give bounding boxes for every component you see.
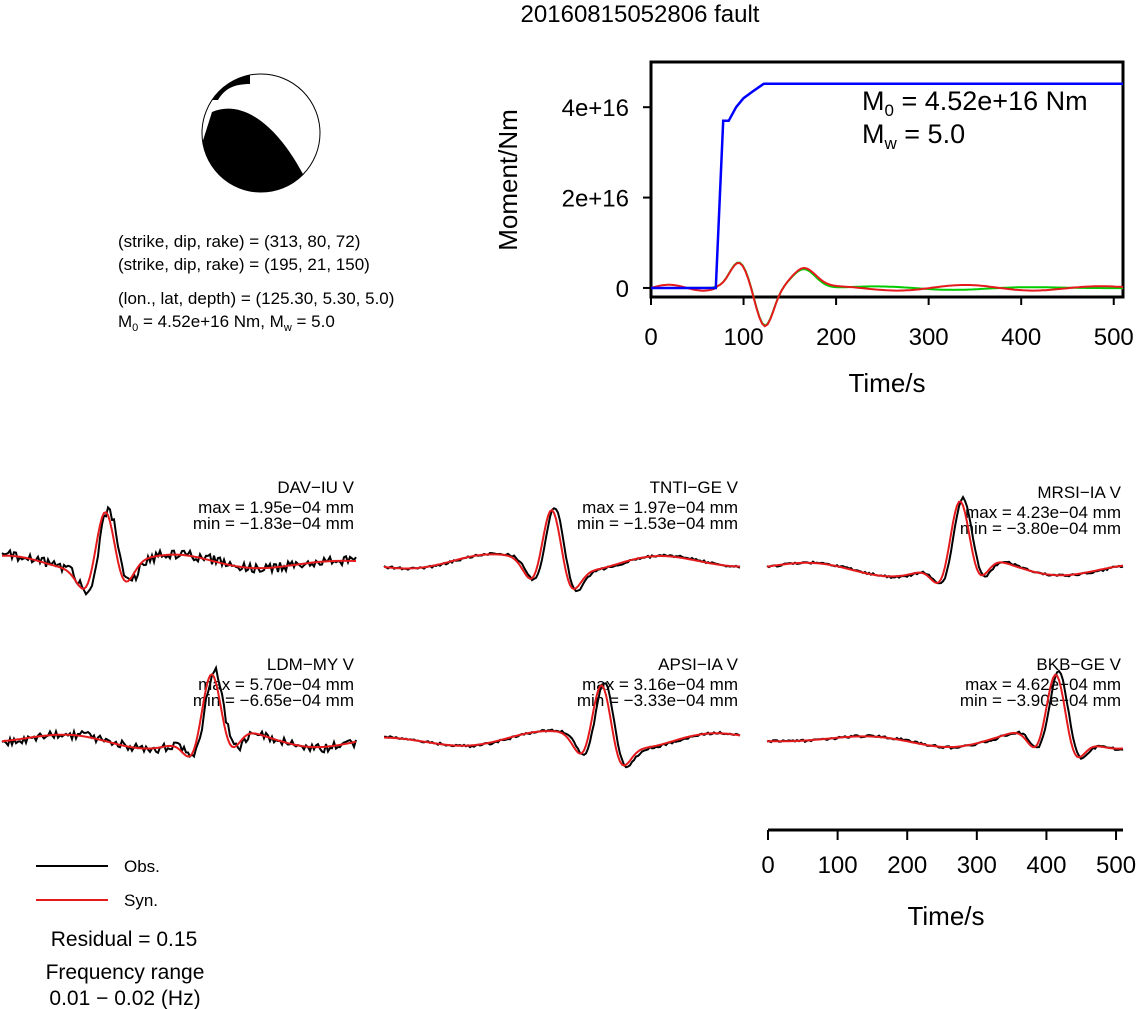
syn-wave (383, 508, 740, 591)
legend-syn-label: Syn. (124, 891, 158, 910)
bottom-xtick-label: 200 (887, 852, 927, 879)
syn-wave (1, 672, 357, 758)
stf-ytick-label: 0 (616, 276, 629, 303)
bottom-xtick-label: 500 (1096, 852, 1136, 879)
syn-wave (766, 500, 1124, 585)
legend-obs-label: Obs. (124, 857, 160, 876)
stf-m0-annotation: M0 = 4.52e+16 Nm (862, 86, 1088, 120)
station-min: min = −1.83e−04 mm (193, 514, 354, 533)
figure-title: 20160815052806 fault (521, 1, 760, 28)
frequency-range-title: Frequency range (46, 961, 205, 984)
station-max: max = 3.16e−04 mm (582, 675, 738, 694)
stf-xtick-label: 500 (1094, 324, 1134, 351)
bottom-xtick-label: 100 (818, 852, 858, 879)
station-max: max = 5.70e−04 mm (198, 675, 354, 694)
stf-ytick-label: 2e+16 (562, 186, 629, 213)
station-label: MRSI−IA V (1037, 483, 1121, 502)
station-label: DAV−IU V (277, 478, 354, 497)
station-max: max = 4.62e−04 mm (965, 675, 1121, 694)
waveform-xlabel: Time/s (907, 901, 984, 931)
stf-xtick-label: 0 (644, 324, 657, 351)
station-label: APSI−IA V (658, 655, 739, 674)
station-label: TNTI−GE V (650, 478, 739, 497)
moment-rate-plot: 0 100 200 300 400 500 0 2e+16 4e+16 M0 = 4.52e+1… (493, 60, 1134, 398)
syn-wave (767, 673, 1123, 759)
waveform-time-axis: 0 100 200 300 400 500 (761, 828, 1136, 879)
station-label: LDM−MY V (267, 655, 355, 674)
residual-label: Residual = 0.15 (51, 928, 198, 951)
moment-series-line (651, 82, 1123, 290)
frequency-range-value: 0.01 − 0.02 (Hz) (49, 987, 200, 1009)
stf-xtick-label: 200 (816, 324, 856, 351)
bottom-xtick-label: 0 (761, 852, 774, 879)
station-min: min = −1.53e−04 mm (577, 514, 738, 533)
moment-obs-wave (651, 261, 1123, 327)
station-min: min = −6.65e−04 mm (193, 691, 354, 710)
station-min: min = −3.80e−04 mm (960, 519, 1121, 538)
syn-wave (383, 684, 741, 767)
station-max: max = 1.97e−04 mm (582, 498, 738, 517)
stf-xtick-label: 300 (909, 324, 949, 351)
moment-plot-frame (649, 60, 1125, 299)
stf-xtick-label: 100 (724, 324, 764, 351)
station-label: BKB−GE V (1036, 655, 1121, 674)
station-max: max = 1.95e−04 mm (198, 498, 354, 517)
mechanism-plane-1: (strike, dip, rake) = (313, 80, 72) (118, 232, 360, 251)
legend: Obs. Syn. (36, 857, 160, 910)
mechanism-location: (lon., lat, depth) = (125.30, 5.30, 5.0) (118, 289, 394, 308)
beachball-icon (201, 73, 321, 193)
bottom-xtick-label: 400 (1026, 852, 1066, 879)
bottom-xtick-label: 300 (957, 852, 997, 879)
mechanism-plane-2: (strike, dip, rake) = (195, 21, 150) (118, 255, 370, 274)
stf-ylabel: Moment/Nm (493, 109, 523, 251)
stf-mw-annotation: Mw = 5.0 (862, 119, 965, 153)
station-min: min = −3.33e−04 mm (577, 691, 738, 710)
moment-syn-wave (650, 262, 1124, 328)
stf-ytick-label: 4e+16 (562, 95, 629, 122)
station-max: max = 4.23e−04 mm (965, 503, 1121, 522)
station-min: min = −3.90e−04 mm (960, 691, 1121, 710)
stf-xlabel: Time/s (848, 368, 925, 398)
mechanism-moment: M0 = 4.52e+16 Nm, Mw = 5.0 (118, 312, 335, 334)
stf-xtick-label: 400 (1001, 324, 1041, 351)
syn-wave (2, 510, 356, 590)
